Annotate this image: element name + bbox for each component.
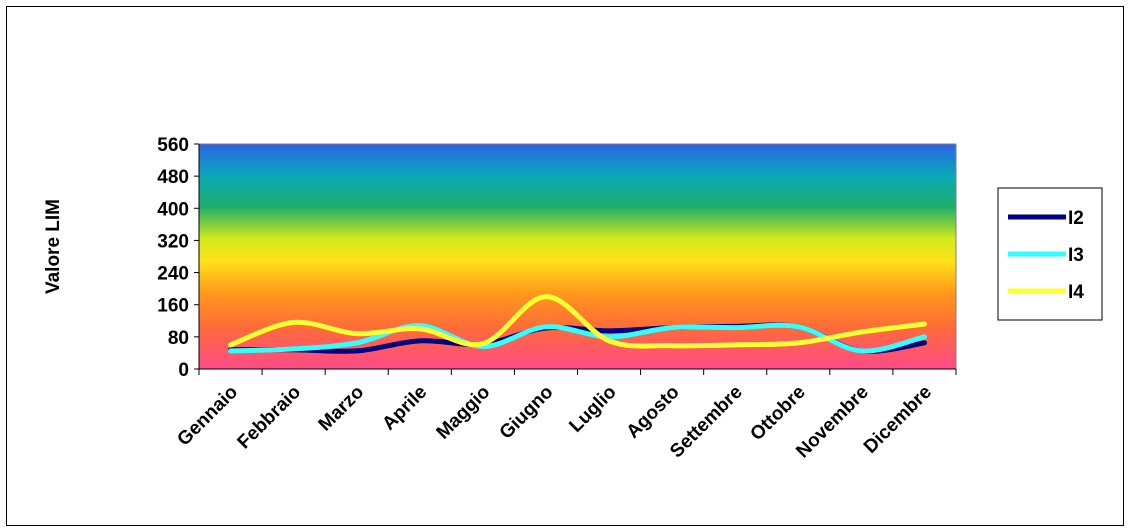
x-tick-label: Febbraio — [234, 382, 306, 454]
y-tick-label: 400 — [157, 199, 189, 220]
legend-label-i2: I2 — [1068, 208, 1084, 229]
legend: I2 I3 I4 — [997, 187, 1103, 321]
y-axis-title: Valore LIM — [43, 199, 64, 294]
x-tick-label: Dicembre — [860, 382, 936, 458]
x-tick-label: Giugno — [496, 382, 558, 444]
y-tick-label: 80 — [168, 328, 189, 349]
y-tick-label: 560 — [157, 135, 189, 156]
x-tick-label: Agosto — [623, 382, 684, 443]
y-tick-label: 320 — [157, 231, 189, 252]
x-tick-label: Luglio — [565, 382, 620, 437]
y-tick-label: 240 — [157, 264, 189, 285]
axes — [194, 143, 957, 375]
x-tick-label: Marzo — [315, 382, 369, 436]
series-line-i3 — [228, 322, 927, 354]
y-tick-label: 480 — [157, 167, 189, 188]
x-tick-label: Maggio — [433, 382, 495, 444]
x-tick-label: Aprile — [378, 382, 431, 435]
x-tick-label: Ottobre — [746, 382, 809, 445]
chart-frame: 0 80 160 240 320 400 480 560 Gennaio Febbraio Marz… — [6, 6, 1124, 526]
y-tick-label: 160 — [157, 296, 189, 317]
y-tick-label: 0 — [178, 360, 189, 381]
legend-label-i4: I4 — [1068, 282, 1084, 303]
legend-label-i3: I3 — [1068, 245, 1084, 266]
series-layer — [228, 294, 927, 354]
x-tick-label: Gennaio — [173, 382, 242, 451]
series-line-i4 — [228, 294, 927, 349]
